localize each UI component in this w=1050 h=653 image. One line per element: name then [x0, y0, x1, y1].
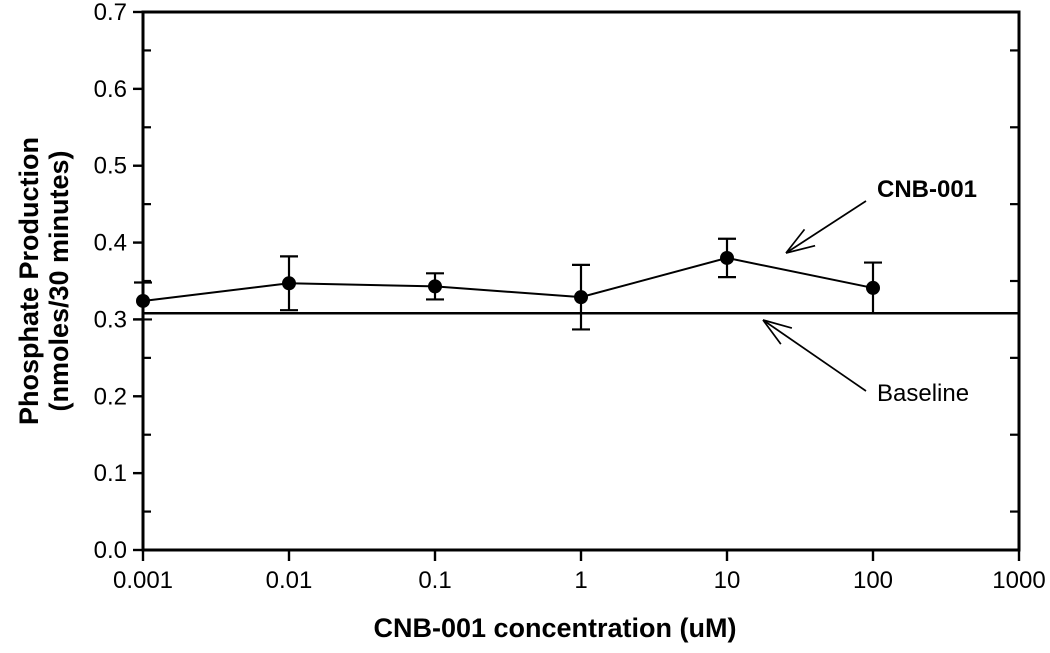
y-tick-label: 0.4	[94, 230, 127, 257]
y-tick-label: 0.5	[94, 153, 127, 180]
x-tick-label: 100	[853, 567, 893, 594]
y-axis-title-line1: Phosphate Production	[14, 137, 44, 425]
annotation-arrow-cnb-head	[785, 244, 816, 254]
annotation-arrow-cnb-head	[785, 228, 806, 254]
y-tick-label: 0.1	[94, 460, 127, 487]
y-tick-label: 0.0	[94, 537, 127, 564]
data-point	[282, 276, 296, 291]
x-tick-label: 0.001	[113, 567, 173, 594]
x-tick-label: 0.1	[418, 567, 451, 594]
x-axis-title: CNB-001 concentration (uM)	[373, 613, 736, 643]
x-tick-label: 10	[714, 567, 741, 594]
data-point	[136, 293, 150, 308]
y-tick-label: 0.3	[94, 306, 127, 333]
annotation-arrow-baseline-head	[762, 319, 782, 345]
y-axis-title-line2: (nmoles/30 minutes)	[44, 150, 74, 411]
y-tick-label: 0.7	[94, 0, 127, 26]
annotation-label-cnb: CNB-001	[877, 176, 977, 203]
y-axis-title: Phosphate Production (nmoles/30 minutes)	[14, 137, 74, 425]
series-line	[142, 256, 874, 302]
data-point	[574, 290, 588, 305]
x-tick-label: 1000	[992, 567, 1045, 594]
annotation-arrow-cnb-shaft	[785, 200, 867, 254]
data-point	[866, 280, 880, 295]
x-tick-label: 0.01	[266, 567, 313, 594]
x-tick-label: 1	[574, 567, 587, 594]
chart-generated-layer: 0.0 0.1 0.2 0.3 0.4 0.5 0.6 0.7 0.001 0.01 0.1 1 10 1…	[94, 0, 1046, 594]
y-tick-label: 0.6	[94, 76, 127, 103]
annotation-label-baseline: Baseline	[877, 380, 969, 407]
y-tick-label: 0.2	[94, 383, 127, 410]
data-point	[428, 279, 442, 294]
data-point	[720, 250, 734, 265]
annotation-arrow-baseline-shaft	[762, 319, 867, 392]
annotation-arrow-baseline-head	[762, 319, 793, 329]
